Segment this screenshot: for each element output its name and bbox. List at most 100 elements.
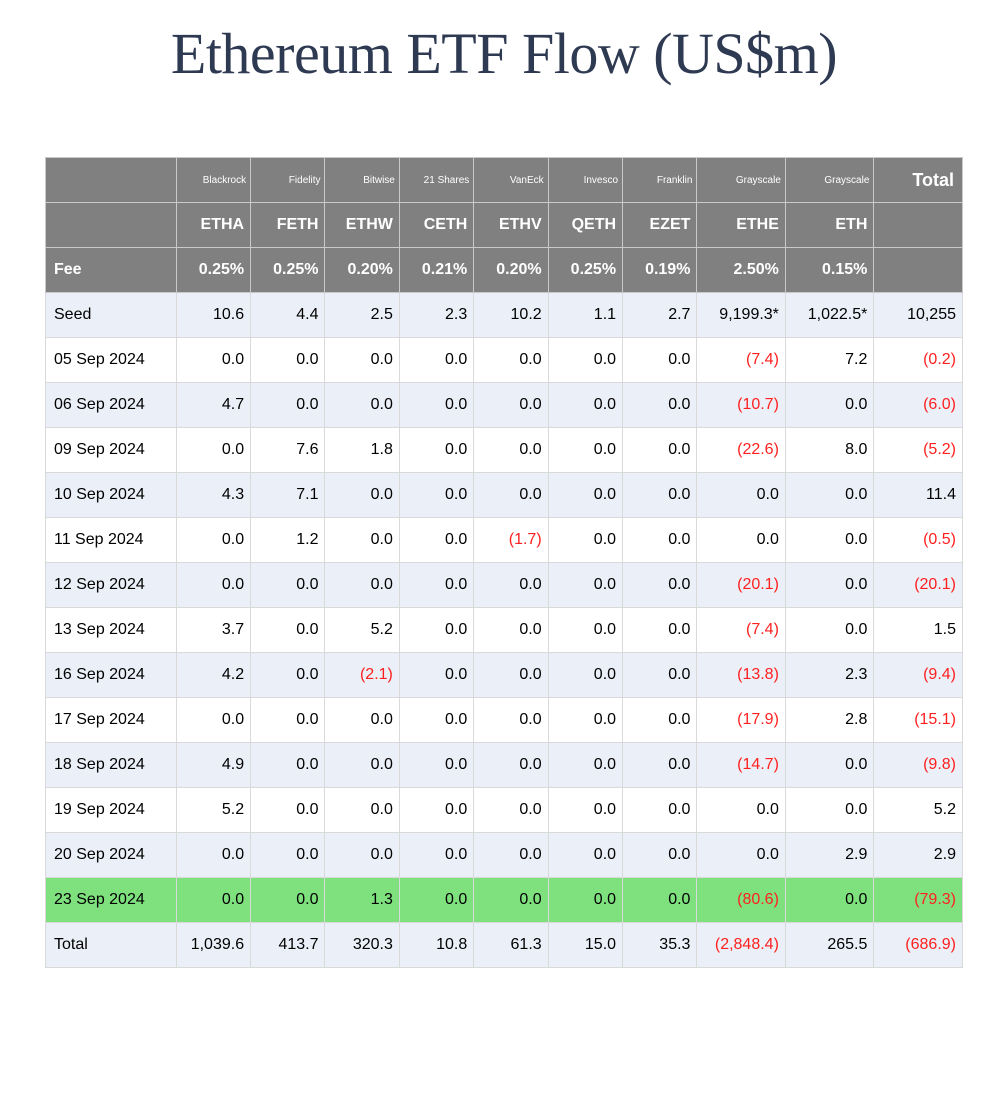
cell: 0.0: [399, 518, 473, 563]
cell: 0.0: [623, 698, 697, 743]
cell: 0.0: [474, 428, 548, 473]
row-total: (15.1): [874, 698, 963, 743]
row-total: (686.9): [874, 923, 963, 968]
cell: 0.0: [325, 383, 399, 428]
fee-label: Fee: [46, 248, 177, 293]
table-row: 19 Sep 20245.20.00.00.00.00.00.00.00.05.…: [46, 788, 963, 833]
row-label: 06 Sep 2024: [46, 383, 177, 428]
row-label: 05 Sep 2024: [46, 338, 177, 383]
cell: 0.0: [785, 788, 873, 833]
table-row: 20 Sep 20240.00.00.00.00.00.00.00.02.92.…: [46, 833, 963, 878]
row-total: (0.2): [874, 338, 963, 383]
row-label: 20 Sep 2024: [46, 833, 177, 878]
cell: 0.0: [548, 608, 622, 653]
table-row: 09 Sep 20240.07.61.80.00.00.00.0(22.6)8.…: [46, 428, 963, 473]
table-body: Seed10.64.42.52.310.21.12.79,199.3*1,022…: [46, 293, 963, 968]
issuer-2: Bitwise: [325, 158, 399, 203]
row-total: (9.4): [874, 653, 963, 698]
cell: 0.0: [474, 653, 548, 698]
cell: 0.0: [548, 428, 622, 473]
cell: 10.8: [399, 923, 473, 968]
cell: 7.6: [251, 428, 325, 473]
cell: 2.3: [399, 293, 473, 338]
cell: 320.3: [325, 923, 399, 968]
row-label: 09 Sep 2024: [46, 428, 177, 473]
cell: 2.7: [623, 293, 697, 338]
issuer-0: Blackrock: [176, 158, 250, 203]
issuer-7: Grayscale: [697, 158, 785, 203]
cell: 0.0: [548, 653, 622, 698]
ticker-3: CETH: [399, 203, 473, 248]
ticker-6: EZET: [623, 203, 697, 248]
row-label: 13 Sep 2024: [46, 608, 177, 653]
ticker-1: FETH: [251, 203, 325, 248]
cell: 0.0: [785, 518, 873, 563]
cell: 0.0: [548, 383, 622, 428]
cell: (20.1): [697, 563, 785, 608]
cell: 0.0: [251, 698, 325, 743]
cell: 0.0: [399, 653, 473, 698]
cell: 0.0: [785, 608, 873, 653]
row-label: 11 Sep 2024: [46, 518, 177, 563]
cell: 1.1: [548, 293, 622, 338]
cell: (1.7): [474, 518, 548, 563]
cell: 4.4: [251, 293, 325, 338]
ticker-7: ETHE: [697, 203, 785, 248]
ticker-8: ETH: [785, 203, 873, 248]
table-container: BlackrockFidelityBitwise21 SharesVanEckI…: [0, 157, 1008, 1008]
cell: 2.5: [325, 293, 399, 338]
table-row: 18 Sep 20244.90.00.00.00.00.00.0(14.7)0.…: [46, 743, 963, 788]
cell: 0.0: [251, 338, 325, 383]
cell: (80.6): [697, 878, 785, 923]
cell: 35.3: [623, 923, 697, 968]
cell: (7.4): [697, 338, 785, 383]
page-title: Ethereum ETF Flow (US$m): [0, 20, 1008, 87]
row-label: 12 Sep 2024: [46, 563, 177, 608]
cell: 0.0: [325, 788, 399, 833]
cell: (14.7): [697, 743, 785, 788]
cell: 5.2: [325, 608, 399, 653]
cell: 0.0: [251, 743, 325, 788]
cell: 0.0: [399, 428, 473, 473]
cell: (10.7): [697, 383, 785, 428]
cell: 0.0: [623, 473, 697, 518]
cell: 4.7: [176, 383, 250, 428]
cell: 1,022.5*: [785, 293, 873, 338]
cell: 0.0: [474, 338, 548, 383]
fee-1: 0.25%: [251, 248, 325, 293]
cell: 0.0: [623, 833, 697, 878]
cell: 0.0: [399, 608, 473, 653]
issuer-row: BlackrockFidelityBitwise21 SharesVanEckI…: [46, 158, 963, 203]
cell: (22.6): [697, 428, 785, 473]
row-total: 11.4: [874, 473, 963, 518]
cell: 0.0: [474, 563, 548, 608]
cell: 0.0: [325, 338, 399, 383]
row-label: 19 Sep 2024: [46, 788, 177, 833]
cell: 0.0: [399, 338, 473, 383]
cell: 0.0: [548, 788, 622, 833]
cell: 0.0: [251, 383, 325, 428]
fee-0: 0.25%: [176, 248, 250, 293]
cell: 0.0: [548, 878, 622, 923]
cell: 0.0: [623, 878, 697, 923]
cell: 0.0: [176, 698, 250, 743]
cell: 0.0: [548, 833, 622, 878]
table-row: Seed10.64.42.52.310.21.12.79,199.3*1,022…: [46, 293, 963, 338]
table-row: 16 Sep 20244.20.0(2.1)0.00.00.00.0(13.8)…: [46, 653, 963, 698]
table-row: 23 Sep 20240.00.01.30.00.00.00.0(80.6)0.…: [46, 878, 963, 923]
row-label: 18 Sep 2024: [46, 743, 177, 788]
table-row: Total1,039.6413.7320.310.861.315.035.3(2…: [46, 923, 963, 968]
fee-6: 0.19%: [623, 248, 697, 293]
fee-4: 0.20%: [474, 248, 548, 293]
cell: 0.0: [474, 833, 548, 878]
cell: 0.0: [623, 518, 697, 563]
cell: 2.9: [785, 833, 873, 878]
row-total: (5.2): [874, 428, 963, 473]
cell: 0.0: [176, 338, 250, 383]
ticker-5: QETH: [548, 203, 622, 248]
cell: 7.2: [785, 338, 873, 383]
cell: 0.0: [176, 428, 250, 473]
cell: 0.0: [548, 473, 622, 518]
cell: 0.0: [399, 383, 473, 428]
ticker-0: ETHA: [176, 203, 250, 248]
